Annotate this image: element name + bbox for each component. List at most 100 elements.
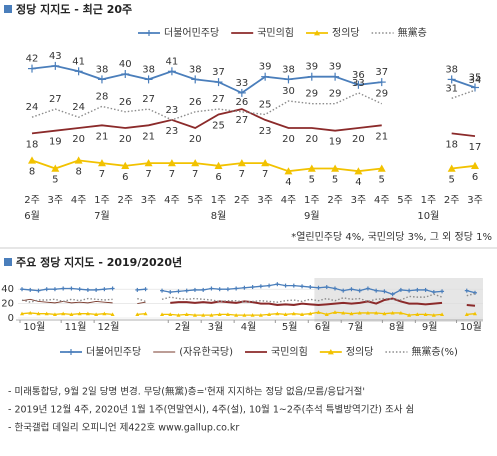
marker <box>242 313 247 317</box>
marker <box>143 311 148 316</box>
data-label: 6 <box>472 172 478 183</box>
data-label: 21 <box>96 131 109 142</box>
title-bullet <box>4 5 12 13</box>
x-tick-label: 2주 <box>327 195 343 206</box>
marker <box>28 310 33 315</box>
series-line <box>451 89 476 99</box>
legend-label: 정의당 <box>346 346 374 358</box>
marker <box>102 311 107 316</box>
series-line <box>451 78 476 89</box>
marker <box>77 287 82 292</box>
data-label: 38 <box>96 64 109 75</box>
marker <box>44 311 49 316</box>
marker <box>176 289 181 294</box>
data-label: 33 <box>352 78 365 89</box>
marker <box>267 283 272 288</box>
data-label: 29 <box>329 89 342 100</box>
marker <box>85 287 90 292</box>
data-label: 5 <box>52 175 58 186</box>
marker <box>300 284 305 289</box>
marker <box>36 311 41 316</box>
marker <box>374 310 379 315</box>
legend-marker <box>327 349 334 355</box>
x-tick-label: 4주 <box>71 195 87 206</box>
x-tick-label: 5주 <box>187 195 203 206</box>
x-tick-label: 1주 <box>421 195 437 206</box>
data-label: 26 <box>189 97 202 108</box>
x-tick-label: 2주 <box>117 195 133 206</box>
marker <box>51 164 60 172</box>
data-label: 5 <box>448 175 454 186</box>
marker <box>28 287 33 292</box>
marker <box>201 313 206 317</box>
x-tick-label: 1주 <box>304 195 320 206</box>
data-label: 24 <box>72 102 85 113</box>
data-label: 8 <box>29 166 35 177</box>
data-label: 18 <box>445 139 458 150</box>
marker <box>331 164 340 172</box>
legend-label: (자유한국당) <box>179 346 233 358</box>
marker <box>52 312 57 316</box>
data-label: 7 <box>192 169 198 180</box>
marker <box>377 78 386 87</box>
marker <box>398 287 403 292</box>
marker <box>201 287 206 292</box>
marker <box>316 310 321 314</box>
data-label: 8 <box>75 166 81 177</box>
marker <box>390 310 395 315</box>
x-tick-label: 8월 <box>389 321 405 333</box>
marker <box>390 292 395 297</box>
data-label: 27 <box>49 94 62 105</box>
series-line <box>137 301 146 305</box>
x-tick-label: 1주 <box>94 195 110 206</box>
marker <box>258 313 263 317</box>
marker <box>237 88 246 97</box>
marker <box>121 70 130 78</box>
data-label: 7 <box>99 169 105 180</box>
data-label: 27 <box>212 94 225 105</box>
data-label: 43 <box>49 51 62 62</box>
data-label: 38 <box>189 64 202 75</box>
marker <box>291 283 296 288</box>
series-line <box>31 108 382 135</box>
x-tick-label: 6월 <box>315 321 331 333</box>
legend-label: 無黨층(%) <box>411 345 458 358</box>
series-line <box>137 313 146 316</box>
x-tick-label: 5월 <box>282 321 298 333</box>
marker <box>110 286 115 291</box>
marker <box>110 312 115 316</box>
x-tick-label: 3월 <box>208 321 224 333</box>
series-line <box>451 164 476 170</box>
marker <box>209 286 214 291</box>
data-label: 20 <box>282 134 295 145</box>
title-bullet <box>4 258 12 266</box>
series-line <box>466 313 476 316</box>
marker <box>447 164 456 172</box>
series-line <box>137 297 146 303</box>
marker <box>61 311 66 316</box>
marker <box>184 312 189 316</box>
data-label: 29 <box>375 89 388 100</box>
marker <box>464 288 469 293</box>
marker <box>61 286 66 291</box>
data-label: 33 <box>235 78 248 89</box>
data-label: 6 <box>215 172 221 183</box>
marker <box>431 313 436 317</box>
marker <box>217 287 222 292</box>
legend-marker <box>314 30 321 36</box>
data-label: 26 <box>235 97 248 108</box>
data-label: 39 <box>305 62 318 73</box>
legend-marker <box>146 30 152 36</box>
marker <box>168 290 173 295</box>
data-label: 21 <box>142 131 155 142</box>
x-tick-label: 12월 <box>98 321 120 333</box>
data-label: 39 <box>329 62 342 73</box>
x-tick-label: 3주 <box>48 195 64 206</box>
marker <box>307 164 316 172</box>
marker <box>324 285 329 290</box>
marker <box>94 312 99 316</box>
month-label: 6월 <box>24 210 40 222</box>
marker <box>423 312 428 316</box>
chart-title: 주요 정당 지지도 - 2019/2020년 <box>16 255 182 269</box>
